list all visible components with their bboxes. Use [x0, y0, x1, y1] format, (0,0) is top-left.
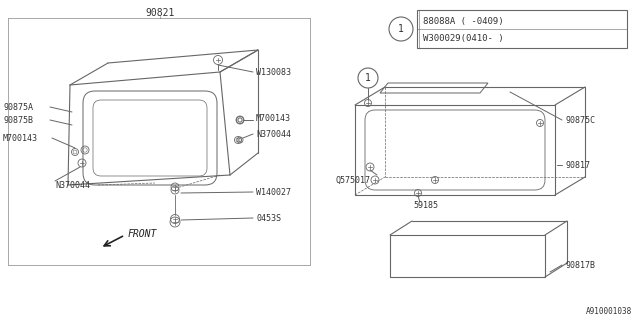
Text: A910001038: A910001038 — [586, 308, 632, 316]
FancyBboxPatch shape — [365, 110, 545, 190]
Text: N370044: N370044 — [256, 130, 291, 139]
Bar — [417, 10, 627, 48]
Text: 90817: 90817 — [565, 161, 590, 170]
Text: 90875C: 90875C — [565, 116, 595, 124]
Text: 1: 1 — [398, 24, 404, 34]
Text: W130083: W130083 — [256, 68, 291, 76]
Text: 59185: 59185 — [413, 201, 438, 210]
Text: Q575017: Q575017 — [335, 175, 370, 185]
Text: W300029(0410- ): W300029(0410- ) — [423, 34, 504, 43]
Text: W140027: W140027 — [256, 188, 291, 196]
FancyBboxPatch shape — [93, 100, 207, 176]
Text: 90875B: 90875B — [3, 116, 33, 124]
Polygon shape — [380, 83, 488, 93]
Text: 90821: 90821 — [145, 8, 175, 18]
Text: N370044: N370044 — [55, 180, 90, 189]
Text: 88088A ( -0409): 88088A ( -0409) — [423, 17, 504, 26]
Text: 0453S: 0453S — [256, 213, 281, 222]
Text: FRONT: FRONT — [128, 229, 157, 239]
Text: M700143: M700143 — [3, 133, 38, 142]
FancyBboxPatch shape — [83, 91, 217, 185]
Text: 90875A: 90875A — [3, 102, 33, 111]
Text: 90817B: 90817B — [565, 260, 595, 269]
Text: M700143: M700143 — [256, 114, 291, 123]
Text: 1: 1 — [365, 73, 371, 83]
